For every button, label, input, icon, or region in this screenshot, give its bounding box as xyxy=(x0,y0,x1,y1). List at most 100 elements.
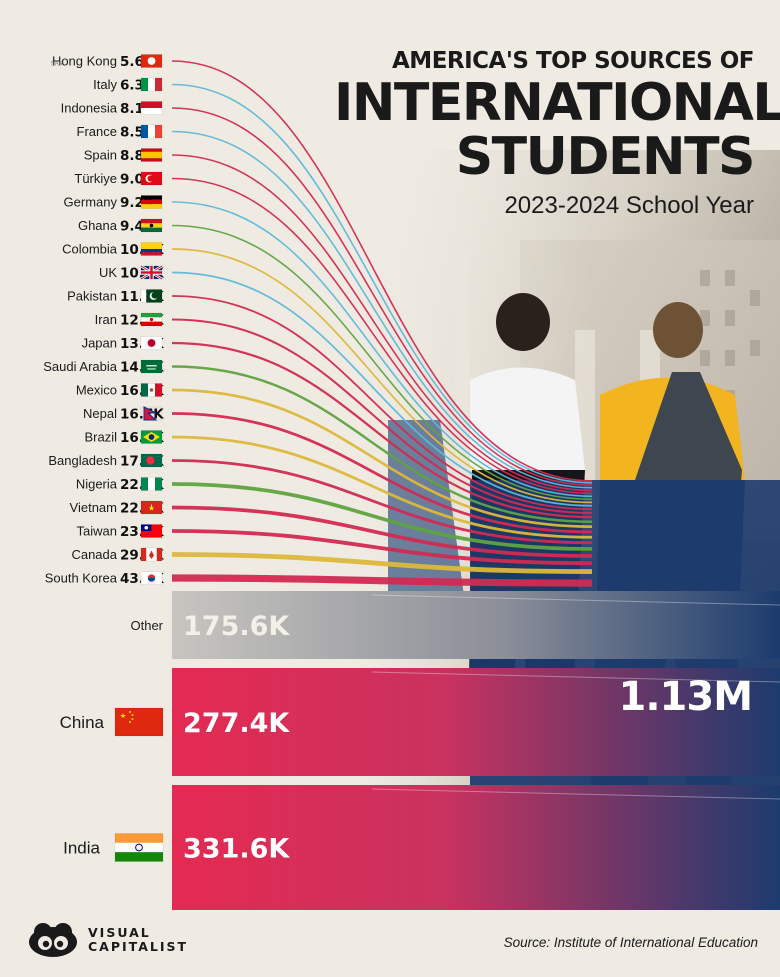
flag-pakistan-icon xyxy=(140,289,163,303)
row-nigeria: Nigeria22.0K xyxy=(76,477,164,494)
row-saudi-arabia: Saudi Arabia14.8K xyxy=(43,359,164,376)
flag-southkorea-icon xyxy=(140,571,163,585)
connector-india xyxy=(371,788,780,800)
row-italy: Italy 6.3K xyxy=(93,77,163,94)
row-south-korea: South Korea43.1K xyxy=(45,571,165,588)
connector-other xyxy=(371,594,780,606)
logo-text: VISUAL CAPITALIST xyxy=(88,926,188,954)
flag-india-icon xyxy=(114,833,164,862)
flow-lines xyxy=(171,60,780,800)
country-label-turkiye: Türkiye xyxy=(74,171,117,186)
country-label-saudi-arabia: Saudi Arabia xyxy=(43,359,117,374)
country-label-other: Other xyxy=(130,618,163,633)
bar-other xyxy=(172,591,780,659)
country-label-iran: Iran xyxy=(95,312,117,327)
flag-bangladesh-icon xyxy=(140,453,163,468)
hongkong-prefix: SAR xyxy=(51,62,64,68)
flag-spain-icon xyxy=(140,148,163,162)
title-block: AMERICA'S TOP SOURCES OF INTERNATIONAL S… xyxy=(334,46,780,220)
flow-line-mexico xyxy=(171,388,593,528)
row-turkiye: Türkiye 9.0K xyxy=(74,171,163,188)
flow-line-south-korea xyxy=(171,574,593,587)
flag-indonesia-icon xyxy=(140,101,163,115)
flag-saudi-icon xyxy=(140,359,163,374)
flag-mexico-icon xyxy=(140,383,163,397)
country-label-nepal: Nepal xyxy=(83,406,117,421)
country-label-colombia: Colombia xyxy=(62,242,118,257)
flow-line-taiwan xyxy=(171,529,593,566)
big-row-china: China 277.4K xyxy=(60,707,290,739)
row-brazil: Brazil16.9K xyxy=(84,430,164,447)
title-line-1: AMERICA'S TOP SOURCES OF xyxy=(392,48,755,74)
flag-uk-icon xyxy=(140,264,163,281)
flag-hongkong-icon xyxy=(140,54,163,68)
country-label-hong-kong: Hong Kong xyxy=(52,54,117,69)
row-vietnam: Vietnam22.1K xyxy=(70,500,165,517)
row-canada: Canada29.0K xyxy=(71,547,164,564)
flag-ghana-icon xyxy=(140,218,163,233)
flag-iran-icon xyxy=(140,312,163,327)
row-mexico: Mexico16.0K xyxy=(76,383,164,400)
flag-italy-icon xyxy=(140,77,163,92)
row-pakistan: Pakistan11.1K xyxy=(67,289,164,306)
row-nepal: Nepal 16.7K xyxy=(83,406,164,423)
country-label-taiwan: Taiwan xyxy=(77,524,117,539)
title-line-3: STUDENTS xyxy=(455,127,756,187)
flow-line-canada xyxy=(171,552,593,574)
country-label-japan: Japan xyxy=(82,336,117,351)
visual-capitalist-logo-icon xyxy=(29,923,77,957)
flag-turkiye-icon xyxy=(140,171,163,186)
row-ghana: Ghana 9.4K xyxy=(78,218,163,235)
country-label-bangladesh: Bangladesh xyxy=(48,453,117,468)
country-label-ghana: Ghana xyxy=(78,218,118,233)
flow-line-ghana xyxy=(171,224,593,501)
flow-line-turkiye xyxy=(171,177,593,495)
flag-colombia-icon xyxy=(140,242,163,256)
country-label-pakistan: Pakistan xyxy=(67,289,117,304)
flow-line-colombia xyxy=(171,248,593,504)
row-germany: Germany 9.2K xyxy=(64,195,163,211)
big-row-india: India 331.6K xyxy=(63,833,290,865)
flow-line-nepal xyxy=(171,412,593,534)
flow-line-spain xyxy=(171,154,593,492)
flow-line-hong-kong xyxy=(171,60,593,482)
flag-japan-icon xyxy=(140,336,163,350)
flag-brazil-icon xyxy=(140,430,163,444)
subtitle: 2023-2024 School Year xyxy=(504,192,754,219)
flag-china-icon xyxy=(114,707,164,737)
row-spain: Spain 8.8K xyxy=(84,148,163,164)
total-value: 1.13M xyxy=(619,674,753,720)
flow-line-pakistan xyxy=(171,295,593,511)
row-japan: Japan13.6K xyxy=(82,336,165,353)
country-label-south-korea: South Korea xyxy=(45,571,118,586)
country-label-vietnam: Vietnam xyxy=(70,500,117,515)
bar-china xyxy=(172,668,780,776)
flag-germany-icon xyxy=(140,195,163,209)
country-label-india: India xyxy=(63,839,100,858)
big-bar-labels: Other 175.6K China 277.4K India 331.6K xyxy=(60,611,291,865)
row-indonesia: Indonesia 8.1K xyxy=(61,101,163,117)
row-france: France 8.5K xyxy=(77,124,163,141)
country-label-nigeria: Nigeria xyxy=(76,477,118,492)
flag-nepal-icon xyxy=(140,406,163,421)
value-label-china: 277.4K xyxy=(183,708,290,739)
title-line-2: INTERNATIONAL xyxy=(334,73,780,133)
country-label-canada: Canada xyxy=(71,547,117,562)
logo: VISUAL CAPITALIST xyxy=(28,922,188,958)
big-row-other: Other 175.6K xyxy=(130,611,290,642)
flow-line-saudi-arabia xyxy=(171,365,593,523)
country-label-china: China xyxy=(60,713,105,732)
flow-line-france xyxy=(171,130,593,489)
source-note: Source: Institute of International Educa… xyxy=(503,935,758,950)
value-label-other: 175.6K xyxy=(183,611,290,642)
flow-line-indonesia xyxy=(171,107,593,486)
flow-line-japan xyxy=(171,341,593,519)
connector-china xyxy=(371,671,780,683)
row-colombia: Colombia10.4K xyxy=(62,242,164,259)
country-label-indonesia: Indonesia xyxy=(61,101,118,116)
flow-line-germany xyxy=(171,201,593,498)
